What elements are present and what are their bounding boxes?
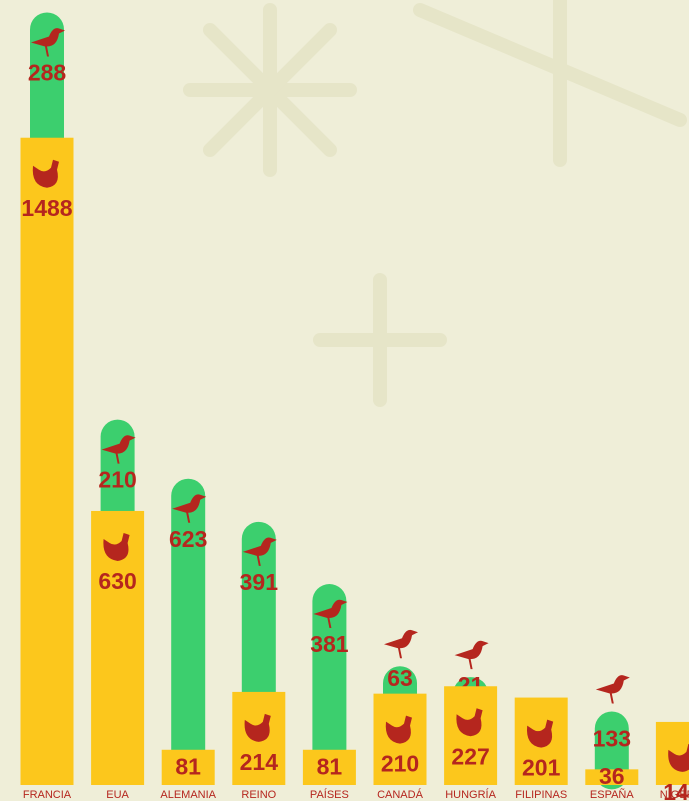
chicken-icon <box>103 532 130 561</box>
chicken-icon <box>32 159 59 188</box>
bird-icon <box>595 675 630 704</box>
bird-icon <box>384 629 418 659</box>
value-label: 133 <box>593 725 631 751</box>
category-label: FRANCIA <box>23 789 72 801</box>
category-label: EUA <box>106 789 129 801</box>
value-label: 288 <box>28 60 67 86</box>
poultry-bar <box>302 749 356 785</box>
category-label: NIGERIA <box>660 789 689 801</box>
value-label: 201 <box>522 755 561 781</box>
background-decoration <box>183 0 687 407</box>
value-label: 210 <box>381 751 419 777</box>
wild-bird-bar <box>312 584 347 770</box>
bird-icon <box>242 537 277 566</box>
bird-icon <box>313 599 348 629</box>
wild-bird-bar <box>30 12 64 158</box>
category-label: CANADÁ <box>377 788 424 801</box>
category-label: ESPAÑA <box>590 788 634 801</box>
poultry-bar <box>161 749 215 785</box>
chicken-icon <box>385 715 412 744</box>
chicken-icon <box>526 719 554 748</box>
bird-icon <box>172 494 207 523</box>
bird-icon <box>31 28 65 57</box>
value-label: 210 <box>98 467 136 493</box>
poultry-bar <box>585 769 639 785</box>
value-label: 63 <box>387 665 413 691</box>
category-label: REINO <box>241 789 276 801</box>
value-label: 630 <box>98 568 136 594</box>
category-label: HUNGRÍA <box>445 788 496 801</box>
category-label: PAÍSES <box>310 788 349 801</box>
value-label: 381 <box>310 631 349 657</box>
poultry-bar <box>20 137 74 786</box>
value-label: 623 <box>169 526 207 552</box>
value-label: 391 <box>240 569 279 595</box>
chicken-icon <box>668 743 689 772</box>
wild-bird-bar <box>171 478 206 770</box>
chicken-icon <box>456 708 483 737</box>
category-label: FILIPINAS <box>515 789 567 801</box>
bird-icon <box>101 435 136 464</box>
value-label: 214 <box>240 749 279 775</box>
value-label: 1488 <box>21 195 72 221</box>
bird-icon <box>454 640 489 670</box>
value-label: 227 <box>451 743 489 769</box>
category-label: ALEMANIA <box>160 789 216 801</box>
value-label: 81 <box>175 753 201 779</box>
wild-bird-bar <box>241 521 276 712</box>
chicken-icon <box>244 713 271 742</box>
value-label: 36 <box>599 763 625 789</box>
value-label: 81 <box>317 753 343 779</box>
value-label: 145 <box>663 779 689 801</box>
